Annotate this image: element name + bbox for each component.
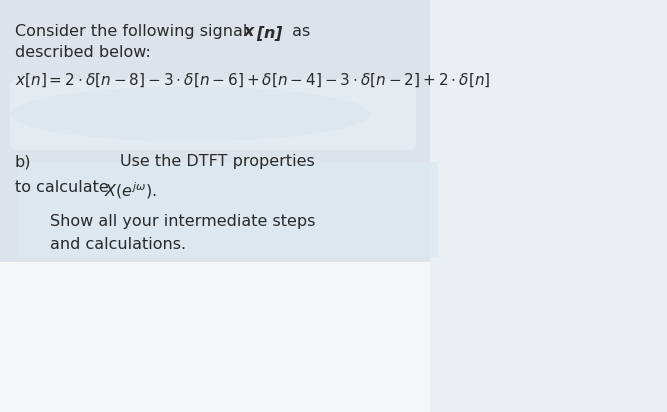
- FancyBboxPatch shape: [18, 162, 438, 257]
- Text: and calculations.: and calculations.: [50, 237, 186, 252]
- Text: described below:: described below:: [15, 45, 151, 60]
- Text: Show all your intermediate steps: Show all your intermediate steps: [50, 214, 315, 229]
- Text: $\bfit{[n]}$: $\bfit{[n]}$: [256, 24, 284, 43]
- FancyBboxPatch shape: [0, 262, 430, 412]
- Text: $\bfit{x}$: $\bfit{x}$: [243, 24, 256, 39]
- Text: $x[n] = 2 \cdot \delta[n-8] - 3 \cdot \delta[n-6] + \delta[n-4] - 3 \cdot \delta: $x[n] = 2 \cdot \delta[n-8] - 3 \cdot \d…: [15, 72, 490, 89]
- FancyBboxPatch shape: [10, 79, 416, 150]
- Polygon shape: [0, 0, 430, 412]
- Text: Use the DTFT properties: Use the DTFT properties: [120, 154, 315, 169]
- Text: $\mathbf{\mathit{X}}(e^{j\omega}).$: $\mathbf{\mathit{X}}(e^{j\omega}).$: [104, 180, 157, 201]
- Text: to calculate: to calculate: [15, 180, 114, 195]
- Ellipse shape: [10, 87, 370, 141]
- Polygon shape: [430, 0, 667, 412]
- Text: as: as: [287, 24, 310, 39]
- Text: Consider the following signal: Consider the following signal: [15, 24, 253, 39]
- Text: b): b): [15, 154, 31, 169]
